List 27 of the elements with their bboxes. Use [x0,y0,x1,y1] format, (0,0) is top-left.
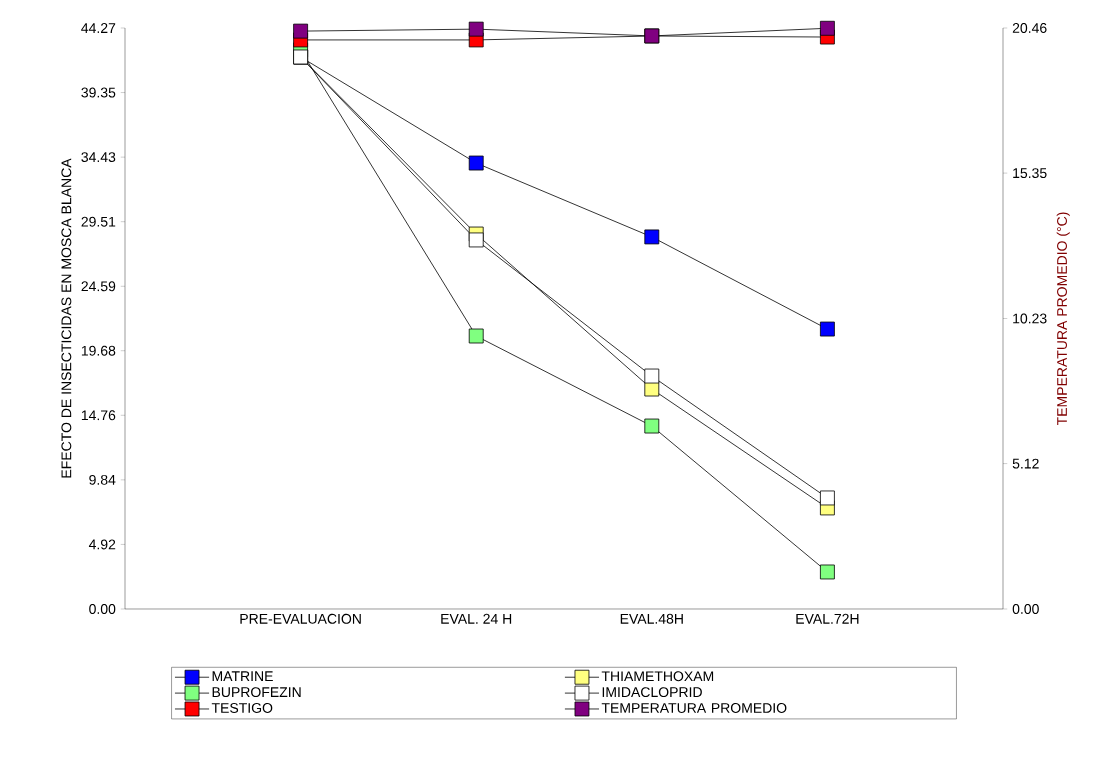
y-tick-label: 24.59 [81,281,116,292]
y2-tick-label: 15.35 [1013,168,1047,179]
x-tick-label: EVAL.72H [796,613,859,624]
y2-tick-label: 0.00 [1012,604,1039,614]
legend-label: IMIDACLOPRID [602,687,702,698]
x-tick-label: EVAL. 24 H [441,613,512,624]
y-tick-label: 29.51 [81,216,116,227]
legend-label: TESTIGO [211,703,273,713]
y-tick-label: 44.27 [81,23,116,33]
y-tick-label: 14.76 [81,410,116,421]
y-tick-label: 39.35 [81,87,116,98]
x-tick-label: EVAL.48H [620,613,683,624]
y2-axis-title: TEMPERATURA PROMEDIO (°C) [1056,212,1070,426]
y-tick-label: 0.00 [89,604,116,614]
y2-tick-label: 10.23 [1013,313,1047,324]
legend-label: MATRINE [212,671,273,681]
legend-label: THIAMETHOXAM [601,671,714,682]
y-tick-label: 34.43 [81,152,116,163]
y2-tick-label: 20.46 [1012,23,1047,33]
y-tick-label: 19.68 [81,345,116,356]
legend-label: BUPROFEZIN [212,687,301,698]
y2-tick-label: 5.12 [1012,458,1039,469]
y-axis-title: EFECTO DE INSECTICIDAS EN MOSCA BLANCA [61,158,72,478]
y-tick-label: 4.92 [88,539,116,550]
x-tick-label: PRE-EVALUACION [240,613,361,624]
y-tick-label: 9.84 [89,474,116,485]
legend-label: TEMPERATURA PROMEDIO [601,703,787,713]
